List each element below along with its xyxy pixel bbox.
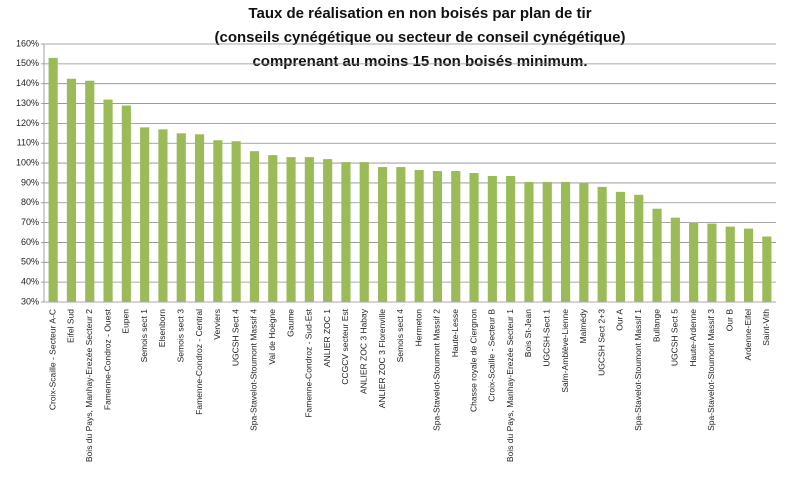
x-tick-label: Spa-Stavelot-Stoumont Massif 2 [432, 309, 442, 431]
x-tick-label: Eifel Sud [66, 309, 76, 343]
bar [451, 171, 461, 302]
x-tick-label: Famenne-Condroz - Sud-Est [304, 308, 314, 417]
bar [286, 157, 296, 302]
x-tick-label: Elsenborn [157, 309, 167, 348]
x-tick-label: UGCSH Sect 2+3 [596, 309, 606, 376]
bar [304, 157, 314, 302]
bar [103, 99, 113, 302]
x-tick-label: Bois du Pays, Manhay-Erezée Secteur 2 [84, 309, 94, 462]
x-tick-label: Haute-Ardenne [688, 309, 698, 367]
x-tick-label: Spa-Stavelot-Stoumont Massif 1 [633, 309, 643, 431]
y-tick-label: 80% [21, 197, 39, 207]
x-tick-label: ANLIER ZOC 1 [322, 309, 332, 367]
y-tick-label: 140% [16, 78, 39, 88]
bar [213, 140, 223, 302]
y-tick-label: 90% [21, 177, 39, 187]
bar [176, 133, 186, 302]
y-tick-label: 150% [16, 58, 39, 68]
y-tick-label: 60% [21, 237, 39, 247]
bar [396, 167, 406, 302]
bar [158, 129, 168, 302]
x-tick-label: Spa-Stavelot-Stoumont Massif 4 [249, 309, 259, 431]
bar [615, 191, 626, 302]
bar [231, 141, 241, 302]
bar [121, 105, 131, 303]
bar [414, 170, 424, 302]
bar [268, 155, 278, 302]
bar [560, 181, 571, 302]
x-tick-label: Semois sect 3 [176, 309, 186, 363]
x-tick-label: Our B [725, 309, 735, 332]
bar [48, 57, 58, 303]
x-tick-label: Hermeton [413, 309, 423, 347]
bar [359, 162, 369, 302]
bar [634, 194, 644, 302]
x-tick-label: UGCSH Sect 5 [670, 309, 680, 366]
bar [323, 159, 333, 302]
bar [524, 181, 534, 302]
y-tick-label: 70% [21, 217, 39, 227]
x-tick-label: Ardenne-Eifel [743, 309, 753, 361]
bar [597, 186, 607, 302]
x-tick-label: Famenne-Condroz - Ouest [102, 308, 112, 410]
x-tick-label: Our A [615, 309, 625, 331]
x-tick-label: Salm-Amblève-Lienne [560, 309, 570, 393]
x-tick-label: Bullange [651, 309, 661, 342]
bar [469, 173, 479, 302]
bar [341, 162, 351, 302]
x-tick-label: Chasse royale de Ciergnon [468, 309, 478, 412]
y-tick-label: 120% [16, 118, 39, 128]
bar [194, 134, 205, 302]
bar [579, 182, 589, 302]
x-tick-label: Bois St-Jean [523, 309, 533, 357]
y-tick-label: 50% [21, 257, 39, 267]
x-tick-label: Spa-Stavelot-Stoumont Massif 3 [706, 309, 716, 431]
x-tick-label: Eupen [121, 309, 131, 334]
x-tick-label: UGCSH Sect 4 [230, 309, 240, 366]
bar [542, 181, 552, 302]
chart-title: comprenant au moins 15 non boisés minimu… [252, 53, 587, 70]
bar [377, 167, 388, 302]
chart-title: (conseils cynégétique ou secteur de cons… [215, 29, 626, 46]
chart-title: Taux de réalisation en non boisés par pl… [248, 5, 591, 22]
bar [725, 226, 735, 302]
y-tick-label: 40% [21, 277, 39, 287]
y-tick-label: 110% [17, 138, 39, 148]
x-tick-label: Semois sect 1 [139, 309, 149, 363]
bar [249, 151, 260, 302]
x-tick-label: ANLIER ZOC 3 Habay [359, 308, 369, 394]
bar [762, 236, 772, 302]
y-tick-label: 130% [16, 98, 39, 108]
x-tick-label: Famenne-Condroz - Central [194, 309, 204, 415]
y-tick-label: 160% [16, 38, 39, 48]
x-tick-label: Saint-Vith [761, 309, 771, 346]
bar [506, 175, 516, 302]
x-tick-label: Malmédy [578, 308, 588, 343]
x-tick-label: Semois sect 4 [395, 309, 405, 363]
x-tick-label: ANLIER ZOC 3 Florenville [377, 309, 387, 408]
bar [743, 228, 754, 302]
x-tick-label: CCGCV secteur Est [340, 308, 350, 384]
x-tick-label: Croix-Scaille - Secteur B [487, 309, 497, 402]
bar [689, 222, 699, 302]
bar [670, 217, 680, 302]
x-tick-label: Haute-Lesse [450, 309, 460, 357]
x-tick-label: Gaume [285, 309, 295, 337]
bar [140, 127, 150, 302]
y-tick-label: 30% [21, 296, 39, 306]
bar [85, 80, 95, 302]
bar [66, 78, 77, 302]
x-tick-label: UGCSH-Sect 1 [542, 309, 552, 367]
x-tick-label: Verviers [212, 309, 222, 340]
bar [487, 175, 497, 302]
bar [652, 208, 662, 302]
bar [707, 223, 717, 302]
y-tick-label: 100% [16, 157, 39, 167]
bar [432, 171, 443, 302]
x-tick-label: Croix-Scaille - Secteur A-C [47, 309, 57, 410]
x-tick-label: Val de Hoëgne [267, 309, 277, 365]
x-tick-label: Bois du Pays, Manhay-Erezée Secteur 1 [505, 309, 515, 462]
